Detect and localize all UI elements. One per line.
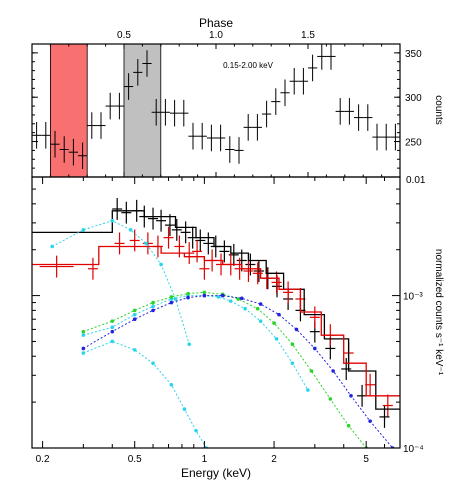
component-point-7-10 xyxy=(272,321,276,325)
component-point-8-15 xyxy=(368,419,372,423)
bottom-xlabel: Energy (keV) xyxy=(181,466,251,480)
component-point-5-0 xyxy=(81,351,86,355)
top-title: Phase xyxy=(199,16,233,30)
model-step-3 xyxy=(32,245,400,397)
component-point-6-1 xyxy=(110,325,115,330)
component-point-8-14 xyxy=(349,394,353,398)
component-point-7-4 xyxy=(169,295,174,299)
phase-region-0 xyxy=(50,44,88,177)
component-point-7-12 xyxy=(309,369,314,373)
component-point-5-4 xyxy=(169,382,174,387)
energy-band-annotation: 0.15-2.00 keV xyxy=(223,61,273,70)
bottom-xtick-label-1: 0.5 xyxy=(128,454,142,465)
component-line-6 xyxy=(83,295,309,391)
component-point-7-13 xyxy=(328,397,333,401)
component-point-5-2 xyxy=(132,348,137,352)
component-point-8-2 xyxy=(132,317,137,322)
component-point-8-9 xyxy=(258,302,263,306)
component-point-7-5 xyxy=(186,291,190,296)
component-point-6-13 xyxy=(306,388,310,392)
component-point-7-14 xyxy=(346,423,351,428)
component-point-7-9 xyxy=(255,306,260,311)
component-point-6-8 xyxy=(228,299,233,303)
component-point-4-0 xyxy=(50,244,54,249)
component-point-4-4 xyxy=(144,241,148,246)
component-point-4-3 xyxy=(128,228,133,232)
component-point-6-10 xyxy=(258,319,263,323)
component-point-6-11 xyxy=(274,337,279,341)
component-point-4-1 xyxy=(81,228,86,232)
top-corner-label: 0.01 xyxy=(406,175,426,186)
component-point-8-5 xyxy=(186,295,190,300)
model-step-2 xyxy=(32,210,400,410)
component-point-6-9 xyxy=(243,306,247,311)
component-line-4 xyxy=(51,220,190,345)
component-point-6-0 xyxy=(81,333,86,337)
component-point-7-1 xyxy=(110,319,115,323)
top-ytick-label-2: 250 xyxy=(405,138,422,149)
component-point-8-6 xyxy=(202,293,207,298)
component-point-8-8 xyxy=(239,296,244,301)
component-point-6-3 xyxy=(151,304,155,309)
spectrum-panel: 0.2 0.5 1 2 5 10⁻³ 10⁻⁴ Energy (keV) normaliz… xyxy=(31,176,444,480)
component-line-5 xyxy=(83,340,207,448)
component-point-8-3 xyxy=(151,308,155,313)
component-point-8-7 xyxy=(220,293,225,298)
bottom-plot-frame xyxy=(31,176,401,449)
component-point-6-12 xyxy=(290,361,295,366)
component-point-8-0 xyxy=(81,346,86,351)
top-xtick-label-0: 0.5 xyxy=(117,30,131,41)
top-ylabel: counts xyxy=(433,95,444,124)
top-xtick-label-1: 1.0 xyxy=(209,30,223,41)
phase-region-1 xyxy=(123,44,162,177)
component-point-5-6 xyxy=(194,428,198,433)
component-point-7-2 xyxy=(132,308,137,313)
component-line-8 xyxy=(83,295,393,448)
component-point-7-0 xyxy=(81,329,86,334)
component-point-4-7 xyxy=(187,342,192,346)
component-point-5-1 xyxy=(110,339,115,344)
bottom-ytick-label-1: 10⁻⁴ xyxy=(403,444,424,455)
component-point-4-2 xyxy=(110,218,115,223)
component-point-8-13 xyxy=(331,369,335,373)
component-line-7 xyxy=(83,291,367,448)
component-point-8-10 xyxy=(277,312,281,317)
component-point-8-4 xyxy=(169,300,174,305)
component-point-8-1 xyxy=(110,329,115,334)
component-point-5-5 xyxy=(182,407,187,411)
component-point-7-11 xyxy=(290,342,295,346)
component-point-4-5 xyxy=(159,262,163,267)
bottom-xtick-label-4: 5 xyxy=(363,454,369,465)
component-point-8-11 xyxy=(294,327,299,332)
top-ytick-label-1: 300 xyxy=(405,93,422,104)
top-xtick-label-2: 1.5 xyxy=(301,30,315,41)
bottom-xtick-label-3: 2 xyxy=(271,454,277,465)
bottom-ytick-label-0: 10⁻³ xyxy=(403,292,423,303)
component-point-5-3 xyxy=(151,361,155,366)
bottom-xtick-label-0: 0.2 xyxy=(36,454,50,465)
component-point-6-2 xyxy=(132,312,137,317)
component-point-7-6 xyxy=(202,290,207,295)
component-point-8-12 xyxy=(313,346,317,351)
top-ytick-label-0: 350 xyxy=(405,49,422,60)
bottom-xtick-label-2: 1 xyxy=(202,454,208,465)
bottom-ylabel: normalized counts s⁻¹ keV⁻¹ xyxy=(433,249,444,376)
component-point-7-3 xyxy=(151,300,155,305)
